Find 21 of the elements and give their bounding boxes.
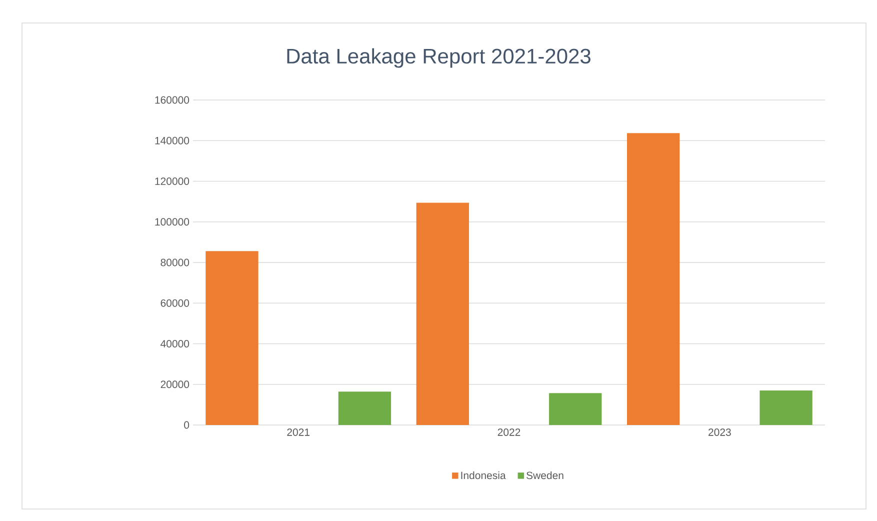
y-tick-label: 60000 <box>160 299 190 307</box>
bar <box>626 133 680 425</box>
y-tick-label: 20000 <box>160 380 190 388</box>
legend-label: Sweden <box>526 471 564 480</box>
y-tick-label: 100000 <box>155 218 190 226</box>
bar <box>760 390 812 425</box>
chart-title: Data Leakage Report 2021-2023 <box>287 48 590 68</box>
y-tick-label: 120000 <box>155 178 190 185</box>
x-tick-label: 2023 <box>708 428 731 436</box>
bar <box>549 393 602 425</box>
bar <box>206 251 258 425</box>
y-tick-label: 160000 <box>155 96 190 104</box>
bar <box>338 392 392 425</box>
legend-label: Indonesia <box>461 471 506 480</box>
y-tick-label: 140000 <box>155 136 190 144</box>
bar <box>416 202 469 425</box>
y-tick-label: 80000 <box>160 258 190 266</box>
y-tick-label: 40000 <box>160 340 190 348</box>
x-tick-label: 2022 <box>498 428 520 436</box>
x-tick-label: 2021 <box>287 428 310 436</box>
y-tick-label: 0 <box>184 421 190 429</box>
